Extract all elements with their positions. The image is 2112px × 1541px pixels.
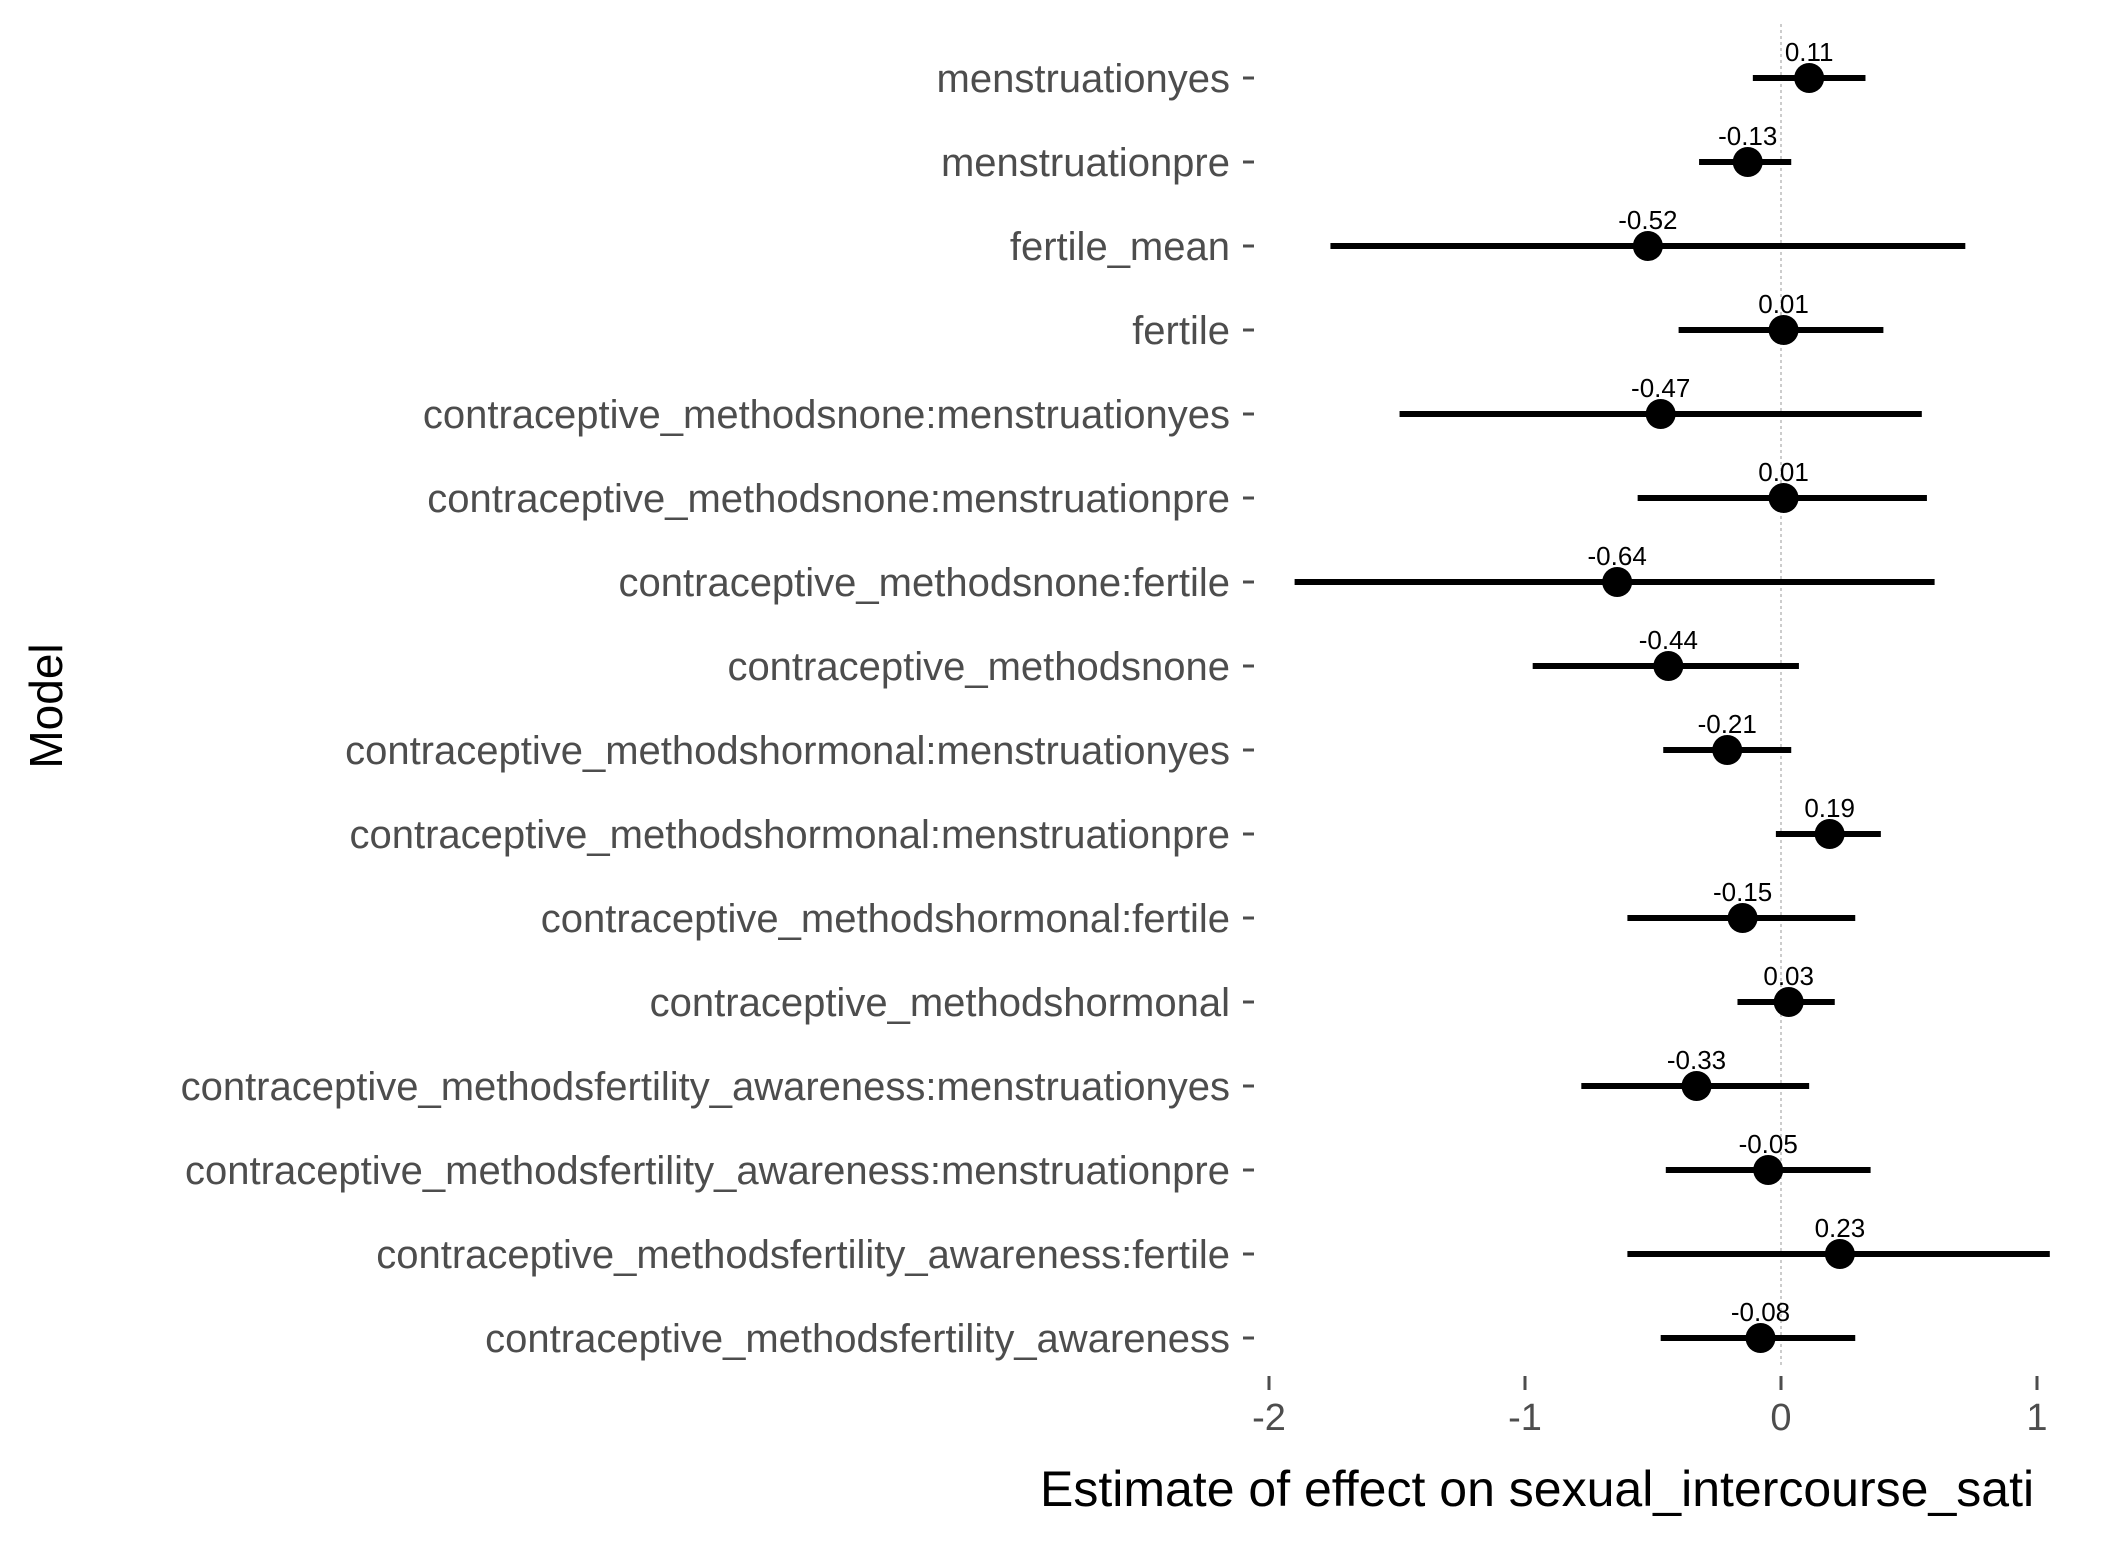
- estimate-point: [1632, 231, 1663, 261]
- x-tick-label: -2: [1252, 1397, 1286, 1439]
- x-axis-title: Estimate of effect on sexual_intercourse…: [1040, 1461, 2034, 1517]
- data-label: -0.15: [1713, 877, 1772, 907]
- estimate-point: [1681, 1071, 1712, 1101]
- data-label: -0.52: [1618, 205, 1677, 235]
- y-tick-label: fertile: [1132, 309, 1230, 353]
- plot-marks: 0.11 -0.13 -0.52 0.01 -0.47 0.01 -0.64 -0.44 -0.…: [1294, 37, 2050, 1353]
- estimate-point: [1745, 1323, 1776, 1353]
- estimate-point: [1768, 483, 1799, 513]
- y-tick-label: contraceptive_methodsfertility_awareness…: [185, 1149, 1230, 1193]
- y-tick-label: contraceptive_methodsfertility_awareness…: [376, 1233, 1230, 1277]
- data-label: 0.03: [1763, 961, 1814, 991]
- x-tick-label: 0: [1770, 1397, 1791, 1439]
- x-tick-label: 1: [2026, 1397, 2047, 1439]
- y-tick-label: contraceptive_methodsnone:fertile: [619, 561, 1230, 605]
- x-tick-label: -1: [1508, 1397, 1542, 1439]
- estimate-point: [1814, 819, 1845, 849]
- y-tick-label: contraceptive_methodsfertility_awareness: [485, 1317, 1230, 1361]
- data-label: -0.08: [1731, 1297, 1790, 1327]
- x-axis: -2 -1 0 1: [1252, 1376, 2048, 1439]
- y-axis-title: Model: [20, 643, 72, 768]
- estimate-point: [1753, 1155, 1784, 1185]
- y-tick-label: contraceptive_methodshormonal:menstruati…: [345, 729, 1230, 773]
- data-label: 0.19: [1804, 793, 1855, 823]
- data-label: -0.13: [1718, 121, 1777, 151]
- data-label: 0.01: [1758, 289, 1809, 319]
- estimate-point: [1653, 651, 1684, 681]
- y-tick-label: menstruationyes: [937, 57, 1230, 101]
- estimate-point: [1602, 567, 1633, 597]
- y-tick-label: contraceptive_methodsnone:menstruationpr…: [427, 477, 1230, 521]
- y-tick-label: menstruationpre: [941, 141, 1230, 185]
- y-tick-label: contraceptive_methodshormonal: [650, 981, 1230, 1025]
- data-label: -0.44: [1639, 625, 1698, 655]
- data-label: -0.47: [1631, 373, 1690, 403]
- data-label: -0.05: [1739, 1129, 1798, 1159]
- data-label: -0.21: [1698, 709, 1757, 739]
- data-label: -0.33: [1667, 1045, 1726, 1075]
- data-label: 0.01: [1758, 457, 1809, 487]
- data-label: 0.23: [1815, 1213, 1866, 1243]
- data-label: 0.11: [1785, 37, 1834, 67]
- y-tick-label: contraceptive_methodsnone:menstruationye…: [423, 393, 1230, 437]
- y-tick-label: contraceptive_methodsnone: [727, 645, 1230, 689]
- estimate-point: [1773, 987, 1804, 1017]
- estimate-point: [1768, 315, 1799, 345]
- estimate-point: [1645, 399, 1676, 429]
- estimate-point: [1824, 1239, 1855, 1269]
- y-tick-label: contraceptive_methodshormonal:menstruati…: [350, 813, 1231, 857]
- estimate-point: [1794, 63, 1825, 93]
- y-axis: menstruationyes menstruationpre fertile_me…: [181, 57, 1254, 1361]
- y-tick-label: fertile_mean: [1010, 225, 1230, 269]
- data-label: -0.64: [1588, 541, 1647, 571]
- estimate-point: [1727, 903, 1758, 933]
- estimate-point: [1712, 735, 1743, 765]
- y-tick-label: contraceptive_methodshormonal:fertile: [541, 897, 1230, 941]
- estimate-point: [1732, 147, 1763, 177]
- y-tick-label: contraceptive_methodsfertility_awareness…: [181, 1065, 1230, 1109]
